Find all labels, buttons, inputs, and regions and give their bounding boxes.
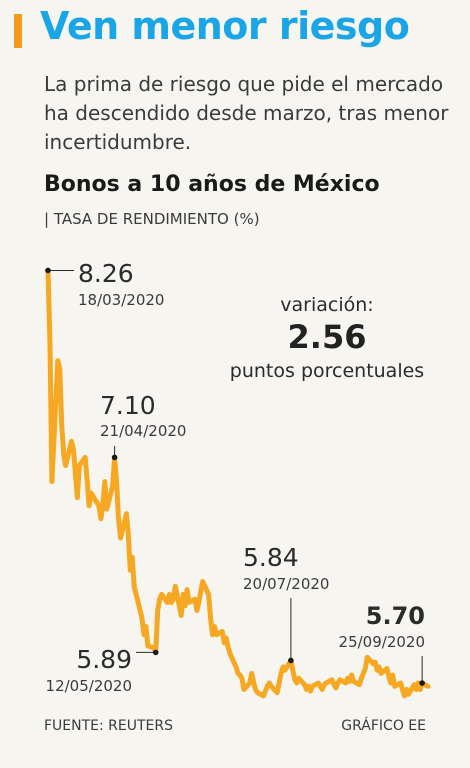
annotation-date-0: 18/03/2020 [78,291,164,309]
series-line-0 [45,267,431,699]
variation-label: variación: [280,294,374,316]
variation-unit: puntos porcentuales [229,360,425,382]
y-axis-label: | TASA DE RENDIMIENTO (%) [44,210,260,228]
annotation-date-1: 21/04/2020 [100,422,186,440]
annotation-value-1: 7.10 [100,391,156,420]
annotation-point-1 [111,454,118,461]
annotation-value-4: 5.70 [366,602,425,630]
accent-bar [14,14,22,48]
variation-value: 2.56 [287,318,367,356]
headline: Ven menor riesgo [40,4,410,48]
source-note: FUENTE: REUTERS [44,718,174,734]
annotation-point-2 [152,649,159,656]
annotation-value-0: 8.26 [78,259,134,288]
annotation-date-3: 20/07/2020 [243,575,329,593]
graphic-credit: GRÁFICO EE [341,718,426,734]
annotation-value-3: 5.84 [243,543,299,572]
annotation-point-0 [45,267,51,274]
annotation-point-4 [419,680,425,686]
annotation-point-3 [288,657,294,664]
annotation-value-2: 5.89 [76,645,132,674]
annotation-date-4: 25/09/2020 [339,633,425,651]
chart-title: Bonos a 10 años de México [44,172,380,197]
subtitle: La prima de riesgo que pide el mercado h… [44,72,449,154]
annotation-date-2: 12/05/2020 [46,677,132,695]
